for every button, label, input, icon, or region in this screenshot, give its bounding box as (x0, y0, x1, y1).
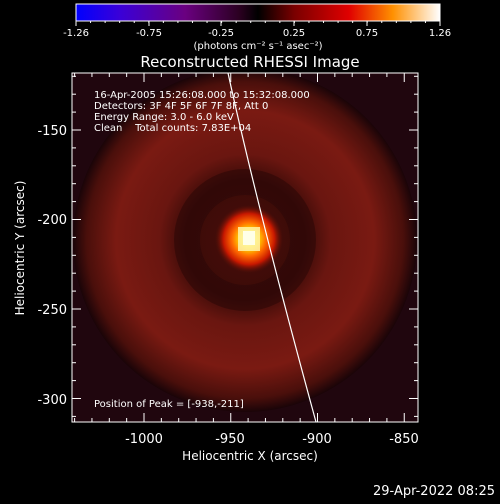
x-tick-label: -1000 (125, 432, 163, 447)
timestamp: 29-Apr-2022 08:25 (373, 484, 495, 499)
y-tick-label: -150 (37, 124, 67, 139)
info-line-energy: Energy Range: 3.0 - 6.0 keV (94, 112, 234, 123)
x-tick-label: -950 (215, 432, 245, 447)
inner-dark-ring (174, 169, 316, 311)
y-tick-label: -300 (37, 393, 67, 408)
y-tick-label: -200 (37, 213, 67, 228)
colorbar-tick-label: 0.25 (283, 28, 305, 39)
y-axis-label: Heliocentric Y (arcsec) (13, 181, 27, 316)
plot-frame (71, 72, 419, 423)
colorbar-tick-label: -1.26 (63, 28, 89, 39)
peak-position-text: Position of Peak = [-938,-211] (94, 399, 244, 410)
x-tick-label: -850 (389, 432, 419, 447)
x-axis-label: Heliocentric X (arcsec) (182, 449, 318, 463)
colorbar-tick-label: 0.75 (356, 28, 378, 39)
x-tick-label: -900 (302, 432, 332, 447)
info-line-time: 16-Apr-2005 15:26:08.000 to 15:32:08.000 (94, 90, 310, 101)
axis-ticks (72, 73, 418, 422)
image-title: Reconstructed RHESSI Image (140, 53, 359, 71)
colorbar (75, 3, 441, 22)
source-peak (243, 231, 255, 245)
colorbar-tick-label: 1.26 (429, 28, 451, 39)
colorbar-ticks (75, 21, 441, 26)
colorbar-tick-label: -0.25 (208, 28, 234, 39)
solar-limb-line (227, 73, 317, 422)
colorbar-unit-label: (photons cm⁻² s⁻¹ asec⁻²) (193, 41, 322, 52)
y-tick-label: -250 (37, 303, 67, 318)
colorbar-tick-label: -0.75 (136, 28, 162, 39)
info-line-clean: Clean Total counts: 7.83E+04 (94, 123, 251, 134)
info-line-detectors: Detectors: 3F 4F 5F 6F 7F 8F, Att 0 (94, 101, 268, 112)
